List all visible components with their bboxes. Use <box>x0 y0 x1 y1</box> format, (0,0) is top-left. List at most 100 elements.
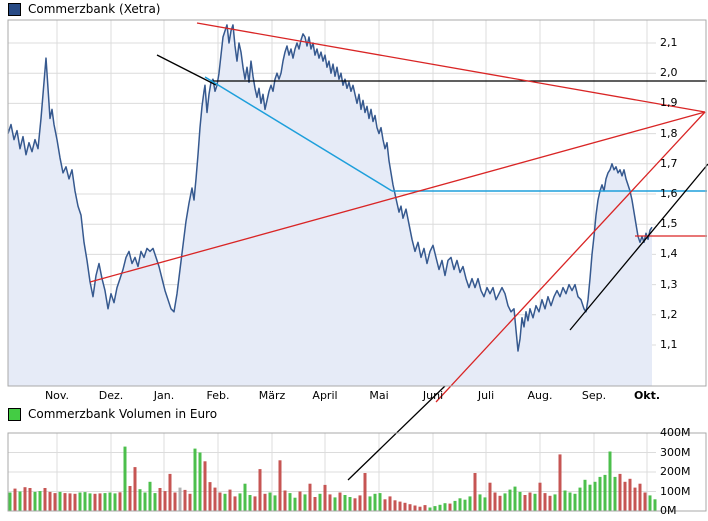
volume-bar <box>248 495 252 511</box>
volume-bar <box>128 486 132 511</box>
volume-bar <box>158 488 162 511</box>
volume-bar <box>513 486 517 511</box>
volume-tick-label: 100M <box>660 484 691 498</box>
volume-bar <box>518 491 522 511</box>
price-tick-label: 1,5 <box>660 217 678 231</box>
volume-bar <box>438 504 442 511</box>
volume-bar <box>558 454 562 511</box>
volume-bar <box>543 493 547 511</box>
volume-legend: Commerzbank Volumen in Euro <box>8 407 217 421</box>
price-tick-label: 1,1 <box>660 338 678 351</box>
price-legend: Commerzbank (Xetra) <box>8 2 160 16</box>
volume-bar <box>58 491 62 511</box>
price-area-fill <box>8 24 652 387</box>
volume-bar <box>68 493 72 511</box>
volume-bar <box>433 506 437 511</box>
volume-bar <box>413 505 417 511</box>
volume-bar <box>163 491 167 511</box>
volume-bar <box>193 448 197 511</box>
volume-bar <box>633 487 637 511</box>
volume-bar <box>598 476 602 511</box>
volume-bar <box>133 467 137 511</box>
price-tick-label: 1,9 <box>660 96 678 110</box>
volume-bar <box>468 496 472 511</box>
volume-bar <box>643 492 647 511</box>
volume-bar <box>393 500 397 511</box>
volume-bar <box>368 496 372 511</box>
volume-bar <box>308 483 312 511</box>
volume-bar <box>233 496 237 511</box>
volume-bar <box>348 497 352 511</box>
volume-bar <box>53 493 57 511</box>
price-legend-label: Commerzbank (Xetra) <box>28 2 161 16</box>
volume-bar <box>88 493 92 511</box>
volume-bar <box>28 488 32 511</box>
volume-bar <box>313 497 317 511</box>
volume-bar <box>578 487 582 511</box>
volume-bar <box>328 494 332 511</box>
month-label: Juni <box>422 389 444 402</box>
volume-bar <box>48 491 52 511</box>
month-label: Aug. <box>527 389 553 402</box>
volume-bar <box>388 496 392 511</box>
volume-bar <box>608 451 612 511</box>
volume-bar <box>528 492 532 511</box>
month-label: Mai <box>369 389 389 402</box>
volume-bar <box>268 492 272 511</box>
volume-bar <box>343 495 347 511</box>
volume-bar <box>78 492 82 511</box>
price-tick-label: 1,2 <box>660 307 678 321</box>
trend-line-steep-ascending-red <box>435 111 706 403</box>
volume-bar <box>638 483 642 511</box>
volume-bar <box>648 495 652 511</box>
volume-bar <box>303 494 307 511</box>
volume-bar <box>93 493 97 511</box>
volume-bar <box>498 495 502 511</box>
price-tick-label: 1,8 <box>660 126 678 140</box>
volume-bar <box>628 478 632 511</box>
volume-bar <box>533 493 537 511</box>
volume-bar <box>203 461 207 511</box>
volume-bar <box>553 494 557 511</box>
month-label: Nov. <box>44 389 70 402</box>
volume-bar <box>13 488 17 511</box>
volume-bar <box>563 490 567 511</box>
volume-bar <box>453 500 457 511</box>
volume-bar <box>333 497 337 512</box>
volume-bar <box>373 493 377 511</box>
price-line <box>7 24 653 352</box>
volume-bar <box>18 491 22 511</box>
volume-bar <box>488 482 492 511</box>
volume-bar <box>363 473 367 511</box>
volume-bar <box>183 489 187 511</box>
volume-bar <box>603 474 607 511</box>
volume-bar <box>83 492 87 511</box>
price-tick-label: 1,4 <box>660 247 678 261</box>
volume-bar <box>523 495 527 511</box>
month-label: Juli <box>477 389 495 402</box>
volume-bar <box>178 487 182 511</box>
volume-bar <box>458 498 462 511</box>
volume-bar <box>613 476 617 511</box>
volume-bar <box>443 503 447 511</box>
volume-bar <box>173 492 177 511</box>
volume-bar <box>548 495 552 511</box>
volume-bar <box>73 493 77 511</box>
volume-bar <box>123 446 127 511</box>
volume-bar <box>403 502 407 511</box>
price-panel-border <box>7 19 707 387</box>
volume-bar <box>143 492 147 511</box>
volume-bar <box>243 483 247 511</box>
volume-bar <box>448 503 452 511</box>
volume-bar <box>358 495 362 511</box>
price-tick-label: 1,6 <box>660 187 678 200</box>
volume-bar <box>43 488 47 511</box>
trend-line-ascending-wedge-red <box>89 111 706 283</box>
volume-bar <box>283 490 287 511</box>
trend-line-descending-wedge-red <box>196 22 706 113</box>
volume-bar <box>198 452 202 511</box>
volume-bar <box>503 493 507 511</box>
volume-bar <box>318 493 322 511</box>
volume-bar <box>538 482 542 511</box>
